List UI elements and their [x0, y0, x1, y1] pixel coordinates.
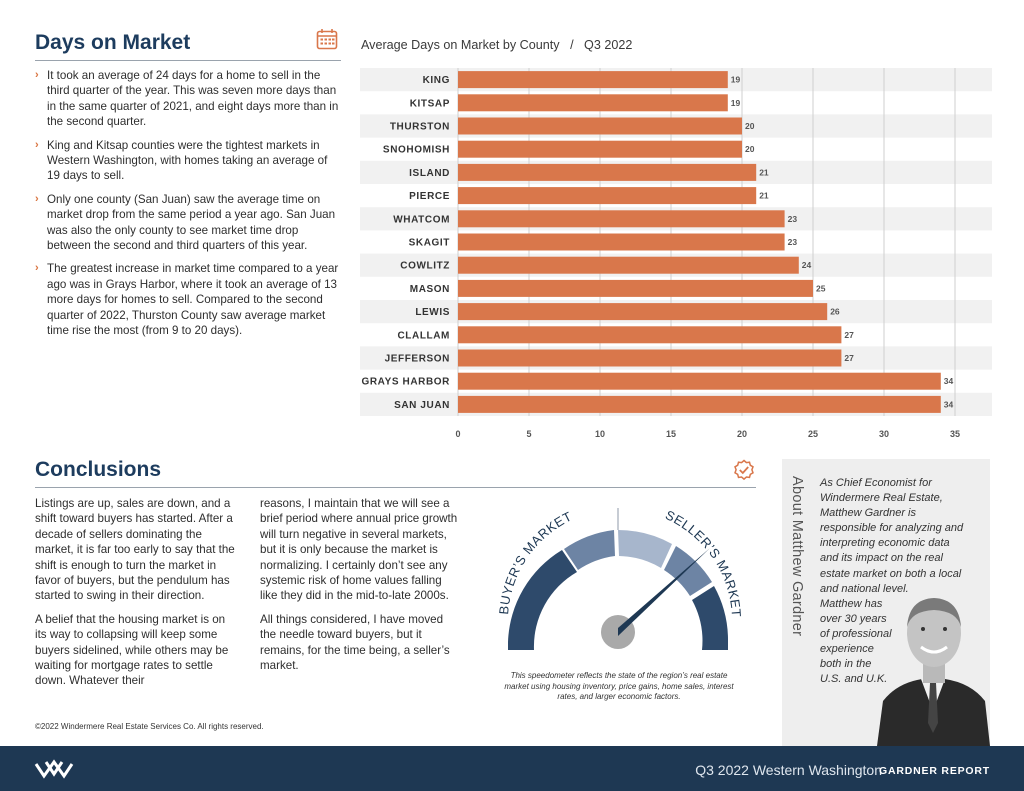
chart-x-tick-label: 15 — [666, 429, 676, 439]
chart-bar — [458, 117, 742, 135]
chart-value-label: 25 — [816, 283, 826, 293]
chart-bar — [458, 140, 742, 158]
chart-category-label: MASON — [410, 284, 450, 295]
bullet-item: › The greatest increase in market time co… — [35, 262, 339, 338]
chart-bar — [458, 187, 757, 205]
conclusions-paragraph: A belief that the housing market is on i… — [35, 612, 229, 688]
chart-bar — [458, 279, 813, 297]
chart-value-label: 23 — [788, 214, 798, 224]
chart-value-label: 21 — [759, 167, 769, 177]
bullet-item: › It took an average of 24 days for a hom… — [35, 69, 339, 129]
days-on-market-heading: Days on Market — [35, 31, 191, 54]
chart-bar — [458, 163, 757, 181]
chart-bar — [458, 71, 728, 89]
days-heading-rule — [35, 60, 341, 61]
chart-bar — [458, 349, 842, 367]
chart-bar — [458, 210, 785, 228]
about-title: About Matthew Gardner — [789, 476, 805, 637]
chart-category-label: PIERCE — [409, 191, 450, 202]
chart-category-label: CLALLAM — [397, 330, 450, 341]
gauge-segment-neutral — [618, 530, 672, 568]
chart-category-label: SKAGIT — [409, 238, 450, 249]
chart-category-label: ISLAND — [409, 168, 450, 179]
chart-value-label: 21 — [759, 191, 769, 201]
chart-bar — [458, 233, 785, 251]
chart-bar — [458, 94, 728, 112]
conclusions-paragraph: reasons, I maintain that we will see a b… — [260, 497, 458, 603]
chart-x-tick-label: 35 — [950, 429, 960, 439]
chart-x-tick-label: 0 — [455, 429, 460, 439]
conclusions-paragraph: Listings are up, sales are down, and a s… — [35, 497, 235, 603]
bullet-arrow-icon: › — [35, 262, 39, 275]
chart-value-label: 26 — [830, 307, 840, 317]
footer-brand: GARDNER REPORT — [879, 765, 990, 777]
gauge-caption: This speedometer reflects the state of t… — [504, 671, 734, 701]
chart-category-label: KITSAP — [410, 98, 450, 109]
gauge-segment-sellers — [664, 546, 712, 596]
conclusions-heading-rule — [35, 487, 756, 488]
conclusions-paragraph: All things considered, I have moved the … — [260, 612, 450, 673]
chart-category-label: THURSTON — [390, 122, 450, 133]
chart-category-label: WHATCOM — [393, 214, 450, 225]
matthew-gardner-portrait — [877, 598, 990, 746]
conclusions-column-2: reasons, I maintain that we will see a b… — [260, 496, 460, 681]
gauge-segment-buyers-strong — [508, 550, 577, 650]
chart-bar — [458, 303, 828, 321]
chart-category-label: COWLITZ — [400, 261, 450, 272]
gauge-needle — [618, 548, 710, 636]
bullet-arrow-icon: › — [35, 138, 39, 151]
bullet-item: › King and Kitsap counties were the tight… — [35, 138, 328, 183]
days-on-market-bar-chart: KING 19 KITSAP 19 THURSTON 20 SNOHOMISH 20 ISLAN… — [360, 68, 992, 439]
about-text: As Chief Economist for Windermere Real E… — [820, 477, 964, 686]
chart-x-tick-label: 5 — [526, 429, 531, 439]
chart-value-label: 23 — [788, 237, 798, 247]
chart-bar — [458, 256, 799, 274]
chart-value-label: 27 — [844, 353, 854, 363]
windermere-logo-icon — [34, 759, 74, 779]
chart-x-tick-label: 30 — [879, 429, 889, 439]
chart-category-label: KING — [423, 75, 450, 86]
chart-value-label: 34 — [944, 376, 954, 386]
gauge-segment-sellers-strong — [692, 586, 729, 650]
conclusions-column-1: Listings are up, sales are down, and a s… — [35, 496, 235, 697]
chart-x-tick-label: 25 — [808, 429, 818, 439]
chart-value-label: 27 — [844, 330, 854, 340]
chart-bar — [458, 372, 941, 390]
chart-category-label: LEWIS — [415, 307, 450, 318]
chart-category-label: SNOHOMISH — [383, 145, 450, 156]
chart-x-tick-label: 10 — [595, 429, 605, 439]
calendar-icon — [316, 29, 338, 50]
chart-title: Average Days on Market by County / Q3 20… — [361, 38, 633, 52]
chart-category-label: SAN JUAN — [394, 400, 450, 411]
chart-value-label: 20 — [745, 121, 755, 131]
conclusions-heading: Conclusions — [35, 458, 162, 481]
about-panel — [782, 459, 990, 746]
chart-category-label: GRAYS HARBOR — [361, 377, 450, 388]
chart-bar — [458, 326, 842, 344]
chart-value-label: 20 — [745, 144, 755, 154]
chart-value-label: 24 — [802, 260, 812, 270]
chart-x-tick-label: 20 — [737, 429, 747, 439]
chart-value-label: 34 — [944, 399, 954, 409]
bullet-arrow-icon: › — [35, 192, 39, 205]
chart-category-label: JEFFERSON — [385, 354, 450, 365]
copyright: ©2022 Windermere Real Estate Services Co… — [35, 722, 264, 731]
badge-check-icon — [734, 459, 754, 481]
gauge-segment-buyers — [564, 530, 615, 570]
chart-value-label: 19 — [731, 75, 741, 85]
chart-value-label: 19 — [731, 98, 741, 108]
days-bullet-list: › It took an average of 24 days for a hom… — [35, 68, 340, 347]
chart-bar — [458, 395, 941, 413]
footer-bar: Q3 2022 Western Washington GARDNER REPOR… — [0, 746, 1024, 791]
footer-report-title: Q3 2022 Western Washington — [695, 762, 882, 778]
bullet-arrow-icon: › — [35, 69, 39, 81]
bullet-item: › Only one county (San Juan) saw the aver… — [35, 192, 336, 253]
market-speedometer: BUYER’S MARKET SELLER’S MARKET — [496, 507, 744, 650]
